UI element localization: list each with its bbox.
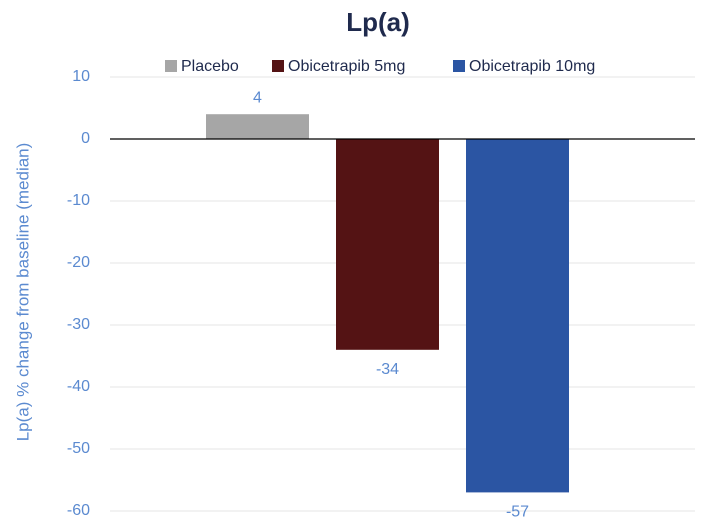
y-tick-label: -60 [67, 502, 90, 519]
legend-swatch [272, 60, 284, 72]
y-axis-label: Lp(a) % change from baseline (median) [13, 143, 32, 442]
y-tick-label: -40 [67, 378, 90, 395]
legend-swatch [453, 60, 465, 72]
legend-label: Obicetrapib 5mg [288, 58, 405, 75]
chart-title: Lp(a) [346, 7, 410, 37]
legend-label: Placebo [181, 58, 239, 75]
y-tick-label: -30 [67, 316, 90, 333]
data-label: -34 [376, 361, 399, 378]
y-tick-label: -50 [67, 440, 90, 457]
y-tick-label: -10 [67, 192, 90, 209]
bar [466, 139, 569, 493]
y-tick-label: 10 [72, 68, 90, 85]
data-label: 4 [253, 89, 262, 106]
legend-label: Obicetrapib 10mg [469, 58, 595, 75]
bar [206, 114, 309, 139]
bar [336, 139, 439, 350]
data-label: -57 [506, 504, 529, 521]
y-tick-label: 0 [81, 130, 90, 147]
y-tick-label: -20 [67, 254, 90, 271]
legend-swatch [165, 60, 177, 72]
